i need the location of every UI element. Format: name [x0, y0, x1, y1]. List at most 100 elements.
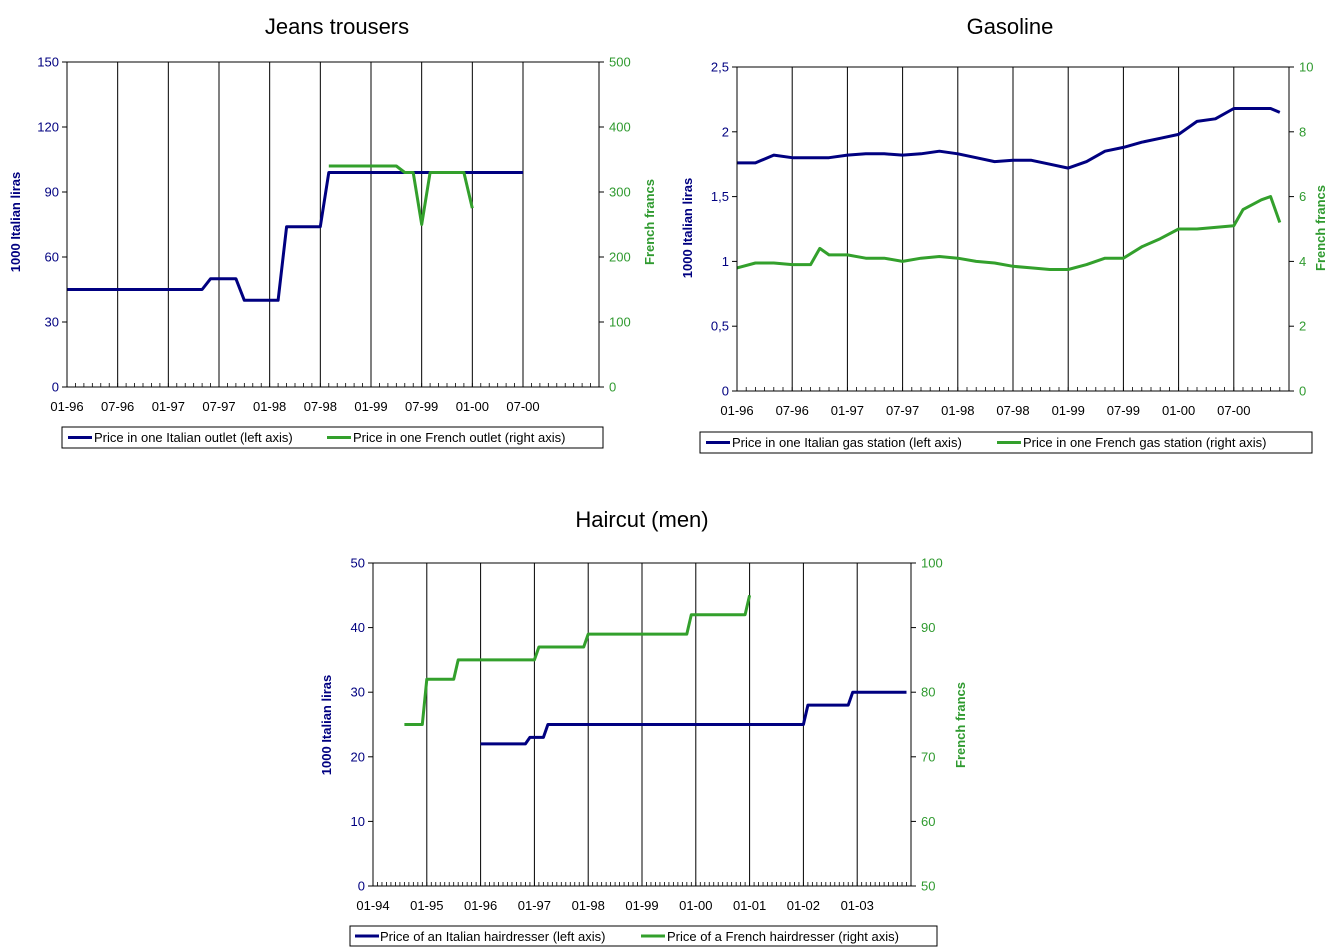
plot-frame: [372, 562, 912, 887]
chart-title: Haircut (men): [575, 507, 708, 532]
x-tick-label: 07-99: [1107, 403, 1140, 418]
left-tick-label: 20: [351, 749, 365, 764]
series-line-french: [404, 594, 752, 726]
right-axis-ticks: 0 2 4 6 8 10: [1289, 60, 1313, 399]
chart-jeans-trousers: Jeans trousers 1000 Italian liras French…: [8, 14, 657, 449]
series-line-italian: [67, 171, 523, 302]
right-axis-label: French francs: [1313, 185, 1327, 271]
legend: Price in one Italian outlet (left axis) …: [61, 426, 604, 449]
plot-frame: [66, 61, 600, 388]
right-tick-label: 6: [1299, 189, 1306, 204]
x-tick-label: 01-99: [625, 898, 658, 913]
x-axis-ticks: 01-96 07-96 01-97 07-97 01-98 07-98 01-99 07-99…: [720, 403, 1250, 418]
right-tick-label: 2: [1299, 319, 1306, 334]
x-tick-label: 01-00: [456, 399, 489, 414]
legend-label-french: Price in one French outlet (right axis): [353, 430, 565, 445]
x-tick-label: 07-98: [304, 399, 337, 414]
left-tick-label: 1,5: [711, 189, 729, 204]
left-axis-ticks: 0 10 20 30 40 50: [351, 556, 373, 894]
x-tick-label: 07-00: [1217, 403, 1250, 418]
left-tick-label: 10: [351, 814, 365, 829]
x-tick-label: 01-96: [464, 898, 497, 913]
left-tick-label: 1: [722, 254, 729, 269]
x-tick-label: 07-97: [886, 403, 919, 418]
x-tick-label: 01-03: [841, 898, 874, 913]
left-axis-ticks: 0 0,5 1 1,5 2 2,5: [711, 60, 737, 399]
x-axis-ticks: 01-94 01-95 01-96 01-97 01-98 01-99 01-00 01-01…: [356, 898, 873, 913]
x-tick-label: 07-00: [506, 399, 539, 414]
right-tick-label: 50: [921, 879, 935, 894]
series-layer: [736, 107, 1282, 271]
x-tick-label: 07-97: [202, 399, 235, 414]
left-tick-label: 60: [45, 250, 59, 265]
x-tick-label: 01-99: [354, 399, 387, 414]
x-tick-label: 01-01: [733, 898, 766, 913]
legend-label-italian: Price in one Italian outlet (left axis): [94, 430, 293, 445]
right-tick-label: 100: [609, 315, 631, 330]
x-tick-label: 01-00: [679, 898, 712, 913]
left-tick-label: 0: [52, 380, 59, 395]
x-tick-label: 01-96: [50, 399, 83, 414]
plot-frame: [736, 66, 1290, 392]
x-tick-label: 07-98: [996, 403, 1029, 418]
left-tick-label: 40: [351, 620, 365, 635]
left-tick-label: 2: [722, 124, 729, 139]
legend-label-italian: Price of an Italian hairdresser (left ax…: [380, 929, 605, 944]
left-tick-label: 120: [37, 120, 59, 135]
x-tick-label: 01-96: [720, 403, 753, 418]
x-tick-label: 01-98: [941, 403, 974, 418]
left-axis-ticks: 0 30 60 90 120 150: [37, 55, 67, 395]
chart-gasoline: Gasoline 1000 Italian liras French franc…: [680, 14, 1327, 454]
chart-title: Jeans trousers: [265, 14, 409, 39]
left-axis-label: 1000 Italian liras: [319, 675, 334, 775]
right-tick-label: 70: [921, 749, 935, 764]
chart-title: Gasoline: [967, 14, 1054, 39]
x-tick-label: 01-95: [410, 898, 443, 913]
right-tick-label: 60: [921, 814, 935, 829]
legend: Price of an Italian hairdresser (left ax…: [349, 925, 938, 947]
x-tick-label: 07-96: [101, 399, 134, 414]
right-tick-label: 0: [609, 380, 616, 395]
chart-haircut-men: Haircut (men) 1000 Italian liras French …: [319, 507, 968, 947]
right-axis-ticks: 50 60 70 80 90 100: [911, 556, 943, 894]
legend-label-french: Price of a French hairdresser (right axi…: [667, 929, 899, 944]
series-layer: [67, 164, 523, 302]
right-tick-label: 300: [609, 185, 631, 200]
left-tick-label: 50: [351, 556, 365, 571]
left-tick-label: 0,5: [711, 319, 729, 334]
left-axis-label: 1000 Italian liras: [680, 178, 695, 278]
x-tick-label: 01-98: [572, 898, 605, 913]
left-tick-label: 90: [45, 185, 59, 200]
left-tick-label: 2,5: [711, 60, 729, 75]
x-tick-label: 01-00: [1162, 403, 1195, 418]
left-tick-label: 150: [37, 55, 59, 70]
x-tick-label: 01-97: [831, 403, 864, 418]
right-tick-label: 0: [1299, 384, 1306, 399]
x-tick-label: 01-97: [518, 898, 551, 913]
x-tick-label: 07-99: [405, 399, 438, 414]
series-line-french: [328, 164, 474, 226]
right-axis-label: French francs: [953, 682, 968, 768]
legend: Price in one Italian gas station (left a…: [699, 431, 1313, 454]
right-tick-label: 500: [609, 55, 631, 70]
x-tick-label: 01-02: [787, 898, 820, 913]
left-axis-label: 1000 Italian liras: [8, 172, 23, 272]
x-tick-label: 01-98: [253, 399, 286, 414]
right-tick-label: 90: [921, 620, 935, 635]
plot-grid: [66, 62, 600, 387]
right-axis-label: French francs: [642, 179, 657, 265]
plot-grid: [736, 67, 1290, 391]
series-line-french: [736, 195, 1282, 271]
x-tick-label: 01-94: [356, 898, 389, 913]
right-tick-label: 200: [609, 250, 631, 265]
legend-label-french: Price in one French gas station (right a…: [1023, 435, 1267, 450]
right-tick-label: 400: [609, 120, 631, 135]
legend-label-italian: Price in one Italian gas station (left a…: [732, 435, 962, 450]
left-tick-label: 0: [358, 879, 365, 894]
series-line-italian: [737, 107, 1281, 170]
x-tick-label: 07-96: [776, 403, 809, 418]
x-tick-label: 01-97: [152, 399, 185, 414]
series-line-italian: [480, 690, 907, 746]
x-axis-ticks: 01-96 07-96 01-97 07-97 01-98 07-98 01-99 07-99…: [50, 399, 539, 414]
